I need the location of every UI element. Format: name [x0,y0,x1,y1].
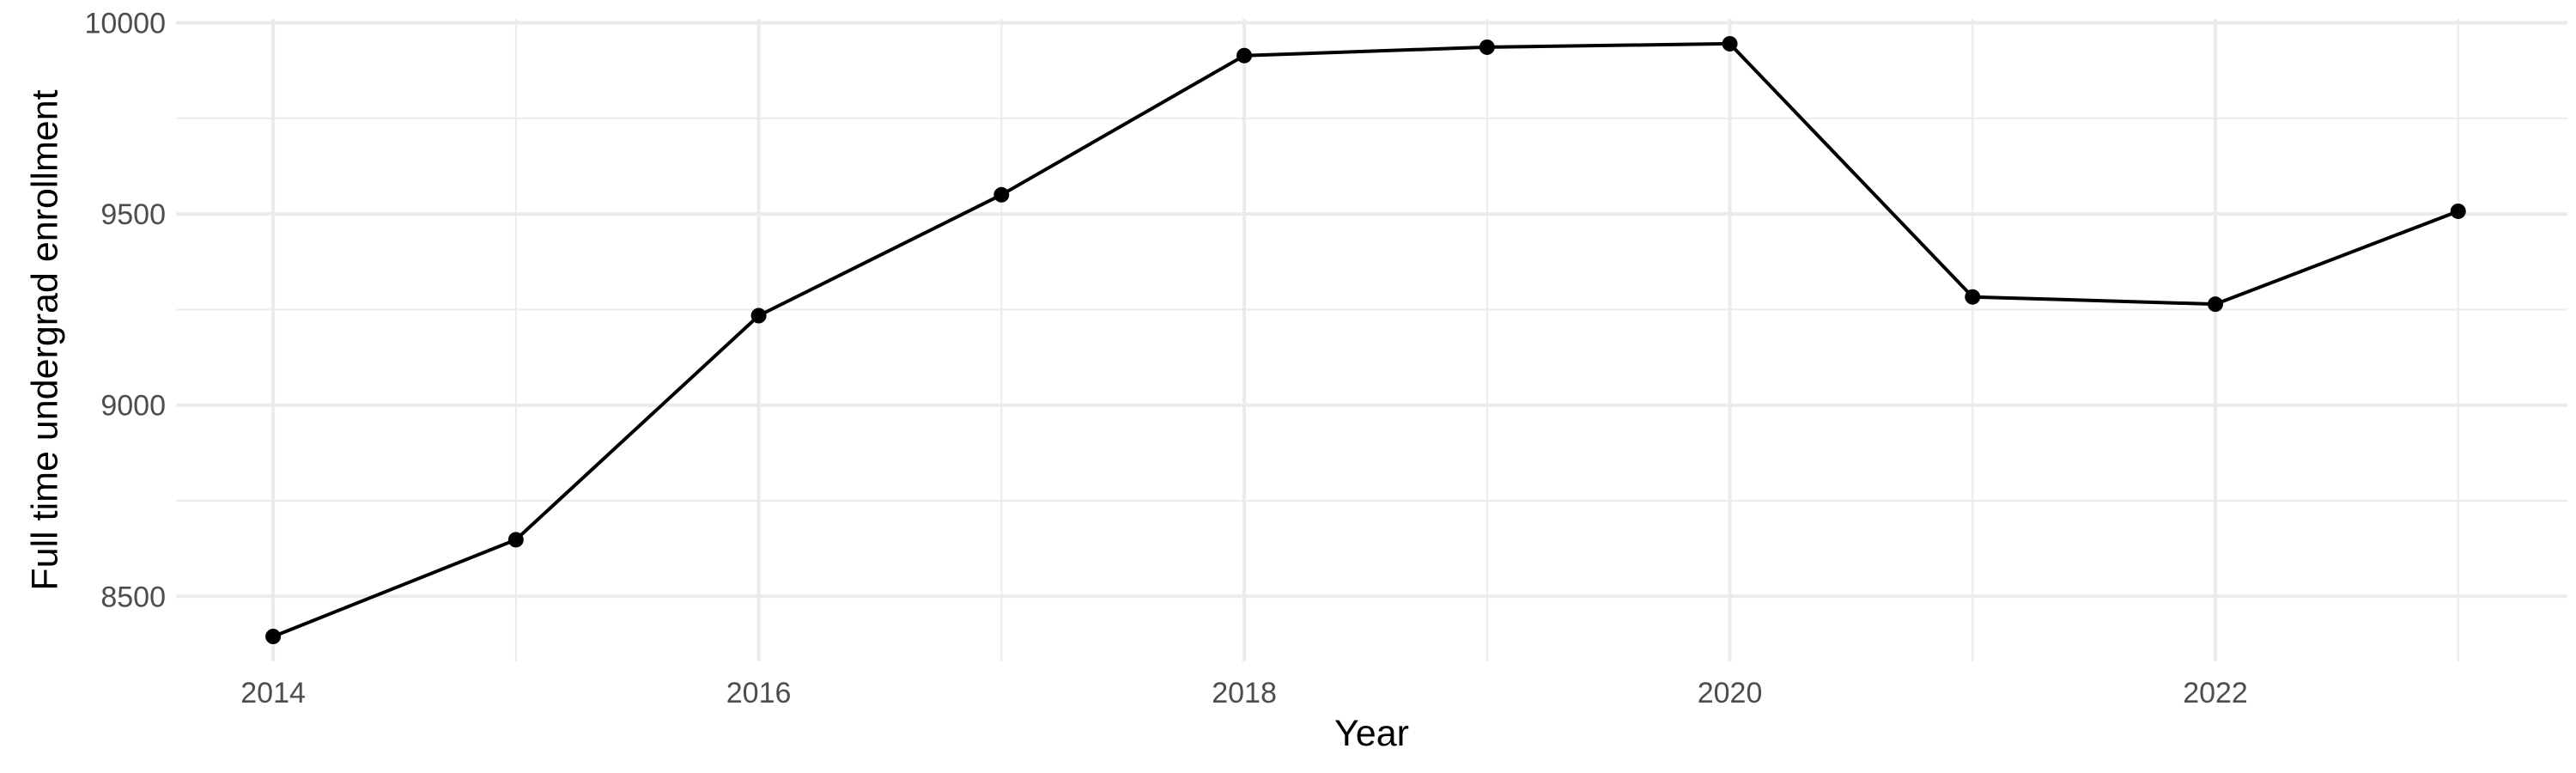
y-tick-label: 9500 [100,198,166,231]
x-axis-title: Year [1334,713,1409,754]
y-tick-label: 9000 [100,390,166,423]
y-tick-label: 10000 [84,7,166,40]
y-axis-title: Full time undergrad enrollment [24,89,65,590]
data-point [265,629,282,645]
grid [176,19,2567,661]
series-line [272,41,2459,638]
tick-labels: 8500 9000 9500 10000 2014 2016 2018 2020 2022 [84,7,2247,709]
data-point [2450,203,2466,219]
x-tick-label: 2014 [240,677,306,709]
data-point [993,186,1010,203]
x-tick-label: 2020 [1698,677,1763,709]
series [265,35,2466,645]
data-point [1722,35,1738,52]
x-tick-label: 2018 [1212,677,1277,709]
data-point [1236,47,1253,64]
data-point [507,532,524,548]
y-tick-label: 8500 [100,581,166,613]
data-point [1479,39,1495,55]
x-tick-label: 2022 [2183,677,2248,709]
data-point [750,307,767,324]
data-point [2208,296,2224,313]
x-tick-label: 2016 [726,677,792,709]
data-point [1965,289,1981,305]
